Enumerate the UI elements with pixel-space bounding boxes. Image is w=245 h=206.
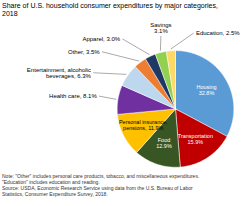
svg-text:Entertainment, alcoholicbevera: Entertainment, alcoholicbeverages, 6.3% [27, 67, 92, 79]
svg-text:Housing32.8%: Housing32.8% [196, 84, 216, 96]
html-text:Share of U.S. household consum: Share of U.S. household consumer expendi… [2, 2, 218, 17]
svg-text:Transportation15.9%: Transportation15.9% [178, 133, 213, 145]
svg-text:Other, 3.5%: Other, 3.5% [68, 49, 100, 55]
svg-text:Education, 2.5%: Education, 2.5% [196, 30, 240, 36]
svg-text:Health care, 8.1%: Health care, 8.1% [49, 93, 97, 99]
html-text:Note: "Other" includes persona: Note: "Other" includes personal care pro… [2, 173, 200, 197]
svg-text:Food12.9%: Food12.9% [156, 137, 172, 149]
svg-text:Savings3.1%: Savings3.1% [150, 22, 171, 34]
svg-text:Personal insurance,pensions, 1: Personal insurance,pensions, 11.9% [119, 119, 168, 131]
svg-text:Apparel, 3.0%: Apparel, 3.0% [82, 36, 120, 42]
